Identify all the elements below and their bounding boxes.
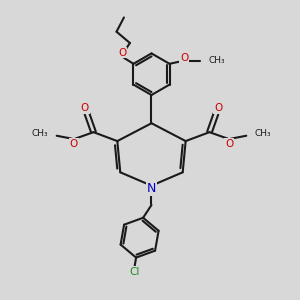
Text: O: O — [214, 103, 222, 113]
Text: Cl: Cl — [129, 267, 140, 277]
Text: CH₃: CH₃ — [255, 130, 271, 139]
Text: O: O — [81, 103, 89, 113]
Text: O: O — [70, 139, 78, 149]
Text: O: O — [180, 53, 188, 63]
Text: CH₃: CH₃ — [32, 130, 48, 139]
Text: O: O — [118, 47, 127, 58]
Text: CH₃: CH₃ — [209, 56, 225, 65]
Text: O: O — [225, 139, 233, 149]
Text: N: N — [147, 182, 156, 195]
